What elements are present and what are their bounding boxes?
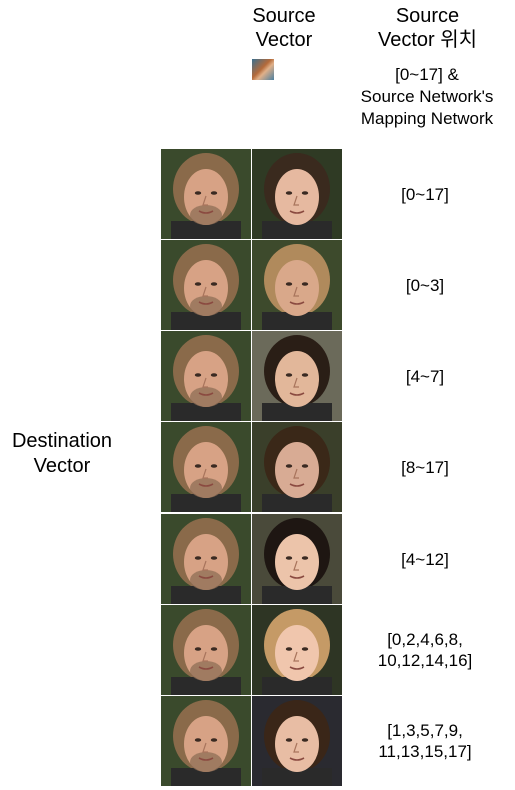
- source-face-image: [252, 240, 342, 330]
- note-line3: Mapping Network: [360, 109, 494, 128]
- destination-face-image: [161, 149, 251, 239]
- source-thumbnail-image: [252, 59, 274, 80]
- result-row: [4~12]: [161, 514, 505, 604]
- source-vector-header: Source Vector: [238, 4, 330, 52]
- mapping-network-note: [0~17] & Source Network's Mapping Networ…: [346, 64, 508, 130]
- layer-range-label: [4~7]: [405, 366, 445, 386]
- source-face-image: [252, 605, 342, 695]
- destination-face-image: [161, 514, 251, 604]
- source-vector-header-line1: Source: [252, 5, 316, 27]
- result-row: [1,3,5,7,9, 11,13,15,17]: [161, 696, 505, 786]
- result-row: [0~3]: [161, 240, 505, 330]
- source-face-image: [252, 696, 342, 786]
- destination-vector-label: Destination Vector: [0, 429, 124, 479]
- result-row: [4~7]: [161, 331, 505, 421]
- source-face-image: [252, 331, 342, 421]
- source-face-image: [252, 422, 342, 512]
- result-row: [8~17]: [161, 422, 505, 512]
- layer-range-label: [0~17]: [401, 184, 449, 204]
- dest-label-line2: Vector: [33, 455, 91, 477]
- layer-range-label: [8~17]: [401, 457, 449, 477]
- destination-face-image: [161, 422, 251, 512]
- layer-range-label: [4~12]: [401, 549, 449, 569]
- layer-range-label: [0~3]: [405, 275, 445, 295]
- result-row: [0~17]: [161, 149, 505, 239]
- destination-face-image: [161, 605, 251, 695]
- destination-face-image: [161, 696, 251, 786]
- position-header-line1: Source: [395, 5, 460, 27]
- destination-face-image: [161, 331, 251, 421]
- note-line2: Source Network's: [360, 87, 494, 106]
- layer-range-label: [0,2,4,6,8, 10,12,14,16]: [377, 630, 473, 670]
- layer-range-label: [1,3,5,7,9, 11,13,15,17]: [378, 721, 472, 761]
- source-face-image: [252, 514, 342, 604]
- source-vector-position-header: Source Vector 위치: [350, 4, 505, 52]
- position-header-line2: Vector 위치: [377, 29, 478, 51]
- source-vector-header-line2: Vector: [255, 29, 313, 51]
- result-row: [0,2,4,6,8, 10,12,14,16]: [161, 605, 505, 695]
- destination-face-image: [161, 240, 251, 330]
- source-face-image: [252, 149, 342, 239]
- dest-label-line1: Destination: [11, 430, 113, 452]
- note-line1: [0~17] &: [395, 65, 459, 84]
